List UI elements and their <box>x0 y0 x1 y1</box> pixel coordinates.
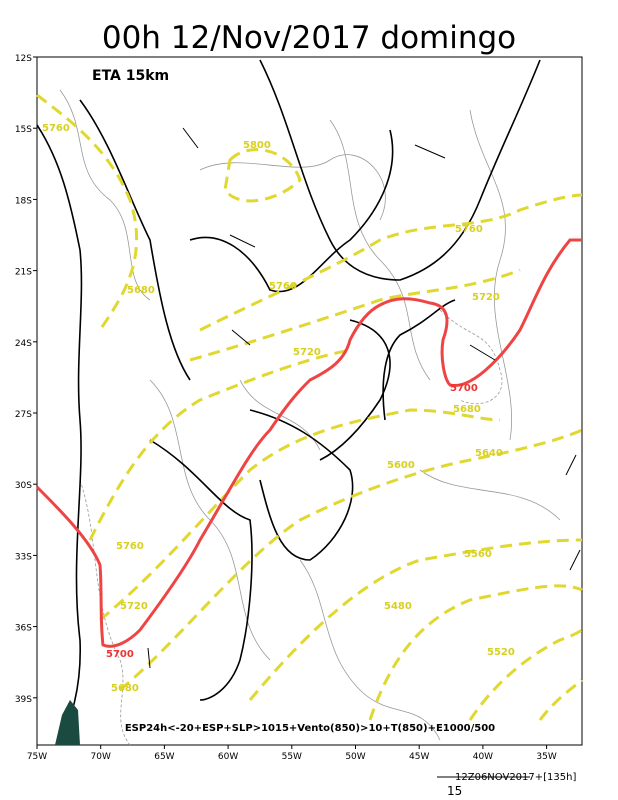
wind-arrows <box>147 127 581 669</box>
model-label: ETA 15km <box>92 68 169 84</box>
lat-label: 21S <box>15 268 32 278</box>
contour-label: 5720 <box>293 347 321 358</box>
contour-label-red: 5700 <box>106 649 134 660</box>
borders <box>36 59 541 746</box>
lon-label: 40W <box>473 752 493 762</box>
lat-label: 36S <box>15 624 32 634</box>
map-frame <box>36 56 583 746</box>
caption: ESP24h<-20+ESP+SLP>1015+Vento(850)>10+T(… <box>125 723 495 734</box>
contour-label: 5680 <box>127 285 155 296</box>
lon-label: 75W <box>27 752 47 762</box>
contour-label: 5760 <box>455 224 483 235</box>
contour-label: 5480 <box>384 601 412 612</box>
contour-label: 5720 <box>120 601 148 612</box>
shaded-area <box>55 700 80 745</box>
contour-labels: 5760 5800 5760 5680 5760 5720 5720 5600 … <box>42 123 515 694</box>
contour-label: 5760 <box>42 123 70 134</box>
lon-label: 45W <box>409 752 429 762</box>
lat-label: 30S <box>15 481 32 491</box>
lat-label: 12S <box>15 54 32 64</box>
lat-label: 27S <box>15 410 32 420</box>
lon-label: 50W <box>345 752 365 762</box>
contour-label: 5520 <box>487 647 515 658</box>
lat-label: 33S <box>15 552 32 562</box>
title: 00h 12/Nov/2017 domingo <box>102 20 516 56</box>
lat-label: 39S <box>15 695 32 705</box>
lon-label: 55W <box>282 752 302 762</box>
lat-label: 18S <box>15 196 32 206</box>
lon-label: 65W <box>154 752 174 762</box>
contour-label: 5680 <box>111 683 139 694</box>
contour-label: 5600 <box>387 460 415 471</box>
red-contour <box>35 238 582 648</box>
contour-label: 5800 <box>243 140 271 151</box>
gray-contours <box>59 89 561 746</box>
contour-label: 5760 <box>269 281 297 292</box>
contour-label: 5720 <box>472 292 500 303</box>
lon-label: 70W <box>91 752 111 762</box>
contour-label-red: 5700 <box>450 383 478 394</box>
yellow-contours <box>36 93 583 721</box>
scale-label: 15 <box>447 784 462 798</box>
lat-label: 15S <box>15 125 32 135</box>
lon-label: 60W <box>218 752 238 762</box>
contour-label: 5760 <box>116 541 144 552</box>
contour-label: 5640 <box>475 448 503 459</box>
lat-label: 24S <box>15 339 32 349</box>
run-label: 12Z06NOV2017+[135h] <box>455 772 576 783</box>
contour-label: 5560 <box>464 549 492 560</box>
contour-label: 5680 <box>453 404 481 415</box>
lon-label: 35W <box>536 752 556 762</box>
